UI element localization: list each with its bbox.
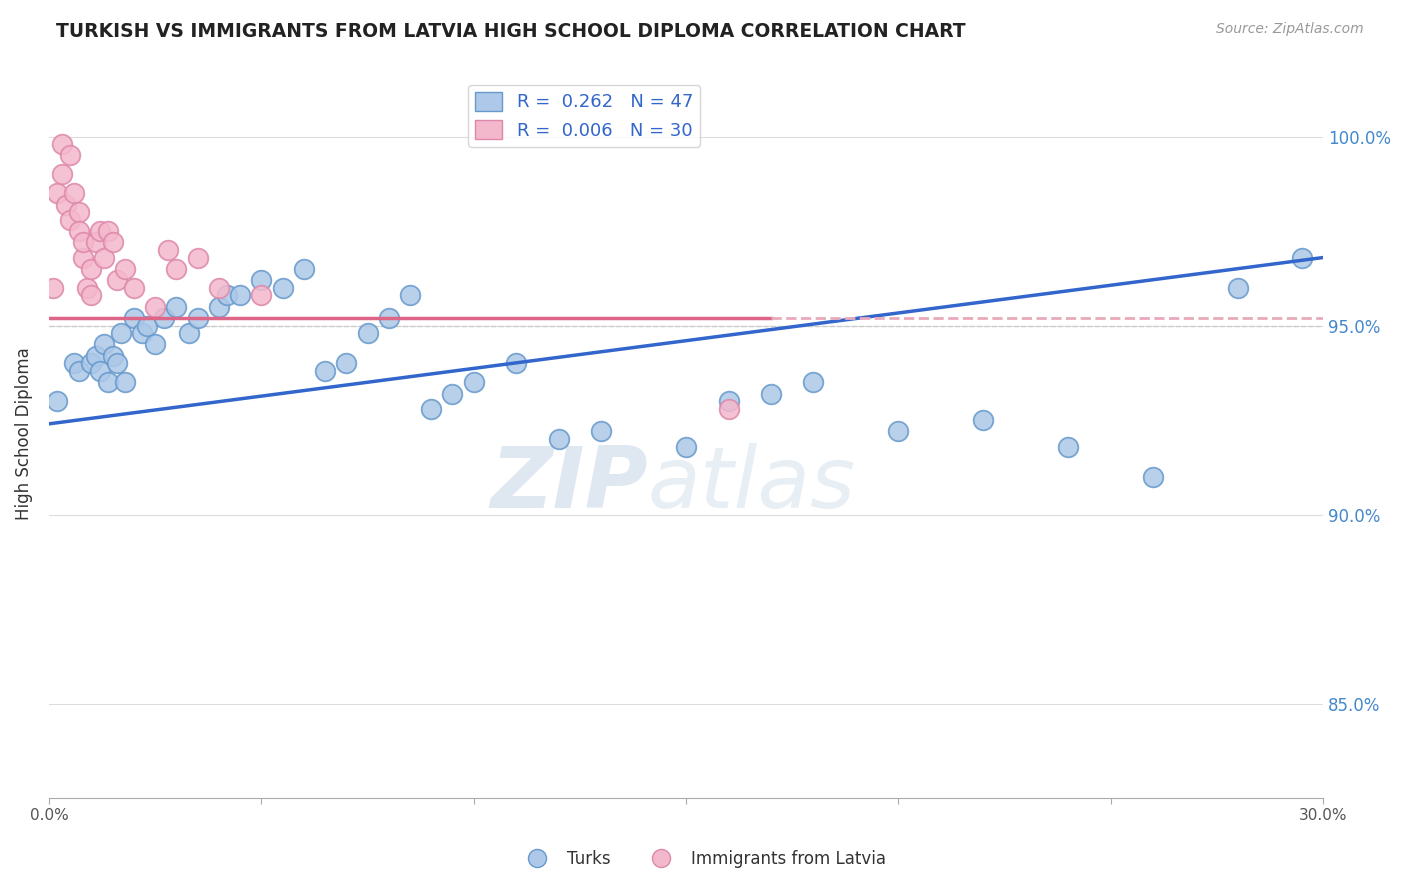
Point <box>208 300 231 314</box>
Point <box>59 212 82 227</box>
Point <box>97 376 120 390</box>
Point <box>887 425 910 439</box>
Text: ZIP: ZIP <box>491 442 648 526</box>
Point <box>314 364 336 378</box>
Point <box>72 251 94 265</box>
Point <box>67 364 90 378</box>
Text: Source: ZipAtlas.com: Source: ZipAtlas.com <box>1216 22 1364 37</box>
Point <box>152 311 174 326</box>
Point <box>187 251 209 265</box>
Point <box>135 318 157 333</box>
Point <box>377 311 399 326</box>
Point <box>250 288 273 302</box>
Point <box>1227 281 1250 295</box>
Point <box>42 281 65 295</box>
Point <box>63 186 86 201</box>
Point <box>1057 440 1080 454</box>
Point <box>131 326 153 340</box>
Point <box>84 349 107 363</box>
Point <box>420 401 443 416</box>
Point <box>187 311 209 326</box>
Point <box>84 235 107 250</box>
Point <box>972 413 994 427</box>
Point <box>51 137 73 152</box>
Point <box>80 288 103 302</box>
Point <box>101 235 124 250</box>
Point <box>759 386 782 401</box>
Point <box>803 376 825 390</box>
Point <box>89 364 111 378</box>
Point <box>122 311 145 326</box>
Point <box>1142 469 1164 483</box>
Point <box>76 281 98 295</box>
Point <box>46 394 69 409</box>
Point <box>463 376 485 390</box>
Point <box>591 425 613 439</box>
Point <box>335 356 357 370</box>
Point <box>271 281 294 295</box>
Point <box>114 261 136 276</box>
Point <box>165 261 187 276</box>
Point <box>143 337 166 351</box>
Point <box>55 197 77 211</box>
Point <box>250 273 273 287</box>
Point <box>122 281 145 295</box>
Point <box>93 251 115 265</box>
Point <box>105 356 128 370</box>
Text: atlas: atlas <box>648 442 856 526</box>
Point <box>59 148 82 162</box>
Point <box>80 356 103 370</box>
Point <box>89 224 111 238</box>
Point <box>229 288 252 302</box>
Point <box>97 224 120 238</box>
Point <box>101 349 124 363</box>
Point <box>179 326 201 340</box>
Point <box>51 167 73 181</box>
Point <box>67 224 90 238</box>
Point <box>717 401 740 416</box>
Point <box>505 356 527 370</box>
Point <box>143 300 166 314</box>
Point <box>165 300 187 314</box>
Point <box>80 261 103 276</box>
Point <box>67 205 90 219</box>
Point <box>72 235 94 250</box>
Point <box>156 243 179 257</box>
Point <box>110 326 132 340</box>
Y-axis label: High School Diploma: High School Diploma <box>15 347 32 520</box>
Legend: R =  0.262   N = 47, R =  0.006   N = 30: R = 0.262 N = 47, R = 0.006 N = 30 <box>468 85 700 147</box>
Point <box>356 326 378 340</box>
Point <box>717 394 740 409</box>
Point <box>217 288 239 302</box>
Point <box>93 337 115 351</box>
Point <box>114 376 136 390</box>
Point <box>1291 251 1313 265</box>
Point <box>399 288 422 302</box>
Point <box>105 273 128 287</box>
Legend: Turks, Immigrants from Latvia: Turks, Immigrants from Latvia <box>513 844 893 875</box>
Point <box>441 386 464 401</box>
Point <box>208 281 231 295</box>
Text: TURKISH VS IMMIGRANTS FROM LATVIA HIGH SCHOOL DIPLOMA CORRELATION CHART: TURKISH VS IMMIGRANTS FROM LATVIA HIGH S… <box>56 22 966 41</box>
Point <box>292 261 315 276</box>
Point <box>63 356 86 370</box>
Point <box>547 432 569 446</box>
Point <box>675 440 697 454</box>
Point <box>46 186 69 201</box>
